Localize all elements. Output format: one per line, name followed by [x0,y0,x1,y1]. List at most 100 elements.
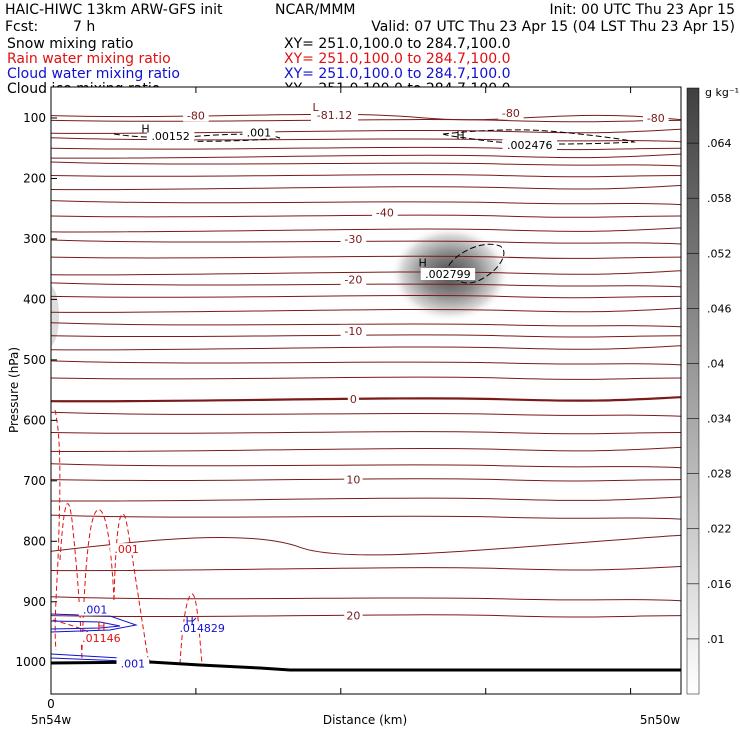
isotherm-label: -80 [187,110,205,123]
y-tick-label: 300 [23,232,46,246]
high-marker: H [456,129,464,142]
isotherm-line [51,376,681,380]
isotherm-label-bg [498,107,524,120]
plot-area: -80 -81.12 -80 -80 -40 -30 -20 -10 0 10 20 L .00152.… [15,86,682,695]
fcst-label: Fcst: [5,19,38,35]
org-label: NCAR/MMM [275,2,356,18]
isotherm-line [51,596,681,602]
isotherm-label: 10 [346,474,360,487]
contour-labels: -80 -81.12 -80 -80 -40 -30 -20 -10 0 10 20 L .00152.… [77,101,669,670]
isotherm-line [51,345,681,351]
isotherm-label: -40 [376,206,394,219]
isotherm-line [51,514,681,520]
isotherm-line [51,478,681,482]
isotherm-line [51,282,681,288]
colorbar-tick-label: .016 [707,578,732,591]
colorbar-ramp [686,87,700,695]
colorbar-tick-label: .01 [707,633,725,646]
isotherm-label-bg [340,273,367,286]
colorbar-tick-label: .052 [707,247,732,260]
colorbar-ticks: .064 .058 .052 .046 .04 .034 .028 .022 .016 .01 [687,137,732,646]
isotherm-line [51,113,681,121]
rain-contour [81,509,115,651]
cloud-water-contour [51,620,121,630]
isotherm-label: -30 [344,233,362,246]
rain-contour [179,593,203,665]
legend-label: Cloud water mixing ratio [7,66,180,82]
colorbar-tick-label: .058 [707,192,732,205]
colorbar-tick-label: .046 [707,302,732,315]
legend-label: Snow mixing ratio [7,36,133,52]
isotherm-line [51,174,681,178]
legend-xy: XY= 251.0,100.0 to 284.7,100.0 [284,51,511,67]
isotherm-label: -80 [502,107,520,120]
y-tick-label: 900 [23,595,46,609]
isotherm-label: -20 [344,273,362,286]
y-tick-label: 1000 [15,655,46,669]
ice-max-label: .00152 [151,130,190,143]
edge-shading [51,286,59,346]
ice-max-label-bg [242,126,276,139]
isotherm-line [51,446,681,452]
isotherm-line [51,566,681,572]
colorbar-tick-label: .022 [707,523,732,536]
init-time: Init: 00 UTC Thu 23 Apr 15 [549,2,735,18]
isotherm-line [51,200,681,206]
y-tick-label: 100 [23,111,46,125]
colorbar-tick-label: .04 [707,357,725,370]
rain-label-bg [77,632,125,645]
isotherm-label-bg [183,109,209,122]
cloud-water-label-bg [175,621,230,634]
y-axis-ticks: 100 200 300 400 500 600 700 800 900 1000 [15,111,57,669]
isotherm-line [51,431,681,435]
isotherm-label-bg [344,473,363,486]
high-marker: H [97,620,105,633]
rain-contour [113,513,150,665]
cloud-water-label: .001 [83,604,108,617]
isotherm-line [51,322,681,328]
colorbar: g kg⁻¹ .064.058.052.046.04.034.028.022.0… [686,86,739,695]
y-tick-label: 600 [23,413,46,427]
isotherm-line [51,255,681,259]
valid-time: Valid: 07 UTC Thu 23 Apr 15 (04 LST Thu … [371,19,735,35]
rain-label: .01146 [82,632,121,645]
legend-xy: XY= 251.0,100.0 to 284.7,100.0 [284,66,511,82]
isotherm-label-bg [310,108,359,121]
isotherm-label: 0 [350,393,357,406]
isotherm-line [51,360,681,366]
y-tick-label: 700 [23,474,46,488]
model-title: HAIC-HIWC 13km ARW-GFS init [5,2,223,18]
cloud-water-label: .001 [121,657,146,670]
isotherm-label-bg [372,206,398,219]
cloud-water-label: .014829 [179,622,225,635]
y-axis-label: Pressure (hPa) [7,347,21,433]
isotherm-label-bg [643,112,669,124]
isotherm-line [51,534,681,556]
rain-label-bg [110,543,143,556]
isotherm-label: -81.12 [317,109,352,122]
colorbar-tick-label: .028 [707,468,732,481]
isotherm-line [51,334,681,338]
isotherm-line [51,214,681,218]
isotherm-label-bg [340,324,367,337]
ice-max-label: .002799 [425,268,471,281]
plot-frame [50,86,682,695]
cloud-water-label-bg [116,657,150,670]
x-tick-right-location: 5n50w [640,713,681,727]
isotherm-line [51,146,681,151]
high-marker: H [419,257,427,270]
rain-contour [59,503,83,661]
high-marker: H [185,615,193,628]
low-marker: L [313,101,320,114]
ice-max-label-bg [147,130,195,143]
ice-max-label: .002476 [507,139,553,152]
x-axis-ticks [50,87,632,694]
isotherm-line [51,239,681,245]
isotherm-label: -80 [647,112,665,125]
colorbar-tick-label: .034 [707,413,732,426]
ice-max-label-bg [502,139,557,152]
isotherm-label: -10 [344,325,362,338]
isotherm-line [51,295,681,299]
x-tick-zero: 0 [47,697,55,711]
